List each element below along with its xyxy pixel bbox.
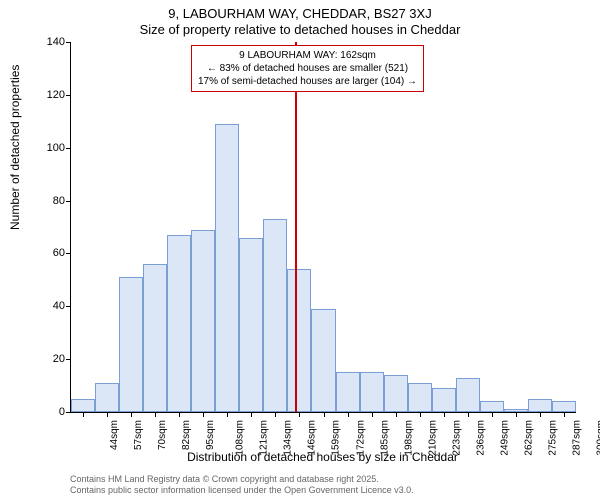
xtick-label: 82sqm xyxy=(181,420,192,450)
histogram-bar xyxy=(167,235,191,412)
histogram-bar xyxy=(263,219,287,412)
histogram-bar xyxy=(456,378,480,412)
histogram-bar xyxy=(311,309,335,412)
ytick-label: 40 xyxy=(35,300,65,312)
annotation-box: 9 LABOURHAM WAY: 162sqm← 83% of detached… xyxy=(191,45,424,92)
chart-container: 9, LABOURHAM WAY, CHEDDAR, BS27 3XJ Size… xyxy=(0,0,600,500)
ytick-label: 80 xyxy=(35,195,65,207)
histogram-bar xyxy=(336,372,360,412)
xtick-mark xyxy=(227,412,228,417)
plot-area: 9 LABOURHAM WAY: 162sqm← 83% of detached… xyxy=(70,42,576,413)
histogram-bar xyxy=(384,375,408,412)
xtick-label: 210sqm xyxy=(427,420,438,456)
xtick-label: 275sqm xyxy=(547,420,558,456)
xtick-mark xyxy=(564,412,565,417)
histogram-bar xyxy=(528,399,552,412)
y-axis-label: Number of detached properties xyxy=(8,65,22,230)
chart-title-line2: Size of property relative to detached ho… xyxy=(0,22,600,37)
xtick-label: 185sqm xyxy=(379,420,390,456)
ytick-mark xyxy=(66,253,71,254)
xtick-mark xyxy=(83,412,84,417)
xtick-mark xyxy=(251,412,252,417)
xtick-mark xyxy=(348,412,349,417)
ytick-label: 60 xyxy=(35,247,65,259)
ytick-label: 20 xyxy=(35,353,65,365)
xtick-label: 198sqm xyxy=(403,420,414,456)
annotation-line: 9 LABOURHAM WAY: 162sqm xyxy=(198,49,417,62)
xtick-mark xyxy=(107,412,108,417)
ytick-label: 140 xyxy=(35,36,65,48)
xtick-label: 70sqm xyxy=(157,420,168,450)
property-marker-line xyxy=(295,42,297,412)
xtick-label: 249sqm xyxy=(499,420,510,456)
histogram-bar xyxy=(480,401,504,412)
xtick-mark xyxy=(540,412,541,417)
xtick-mark xyxy=(468,412,469,417)
xtick-mark xyxy=(131,412,132,417)
footer-attribution: Contains HM Land Registry data © Crown c… xyxy=(70,474,414,496)
histogram-bar xyxy=(408,383,432,412)
histogram-bar xyxy=(143,264,167,412)
xtick-label: 300sqm xyxy=(596,420,600,456)
ytick-mark xyxy=(66,306,71,307)
xtick-label: 159sqm xyxy=(331,420,342,456)
chart-title-line1: 9, LABOURHAM WAY, CHEDDAR, BS27 3XJ xyxy=(0,6,600,21)
ytick-label: 0 xyxy=(35,406,65,418)
ytick-mark xyxy=(66,42,71,43)
xtick-mark xyxy=(179,412,180,417)
ytick-mark xyxy=(66,359,71,360)
xtick-mark xyxy=(324,412,325,417)
xtick-mark xyxy=(155,412,156,417)
xtick-label: 121sqm xyxy=(259,420,270,456)
xtick-mark xyxy=(372,412,373,417)
xtick-mark xyxy=(492,412,493,417)
ytick-label: 120 xyxy=(35,89,65,101)
histogram-bar xyxy=(239,238,263,412)
ytick-mark xyxy=(66,412,71,413)
xtick-mark xyxy=(275,412,276,417)
xtick-label: 108sqm xyxy=(235,420,246,456)
ytick-label: 100 xyxy=(35,142,65,154)
histogram-bar xyxy=(552,401,576,412)
xtick-label: 95sqm xyxy=(205,420,216,450)
xtick-label: 134sqm xyxy=(283,420,294,456)
xtick-label: 44sqm xyxy=(109,420,120,450)
xtick-label: 146sqm xyxy=(307,420,318,456)
xtick-mark xyxy=(420,412,421,417)
xtick-label: 223sqm xyxy=(451,420,462,456)
ytick-mark xyxy=(66,148,71,149)
histogram-bar xyxy=(215,124,239,412)
histogram-bar xyxy=(95,383,119,412)
histogram-bar xyxy=(191,230,215,412)
xtick-label: 172sqm xyxy=(355,420,366,456)
histogram-bar xyxy=(119,277,143,412)
ytick-mark xyxy=(66,95,71,96)
ytick-mark xyxy=(66,201,71,202)
annotation-line: 17% of semi-detached houses are larger (… xyxy=(198,75,417,88)
histogram-bar xyxy=(360,372,384,412)
xtick-label: 287sqm xyxy=(572,420,583,456)
xtick-mark xyxy=(396,412,397,417)
xtick-label: 262sqm xyxy=(523,420,534,456)
xtick-mark xyxy=(516,412,517,417)
histogram-bar xyxy=(287,269,311,412)
histogram-bar xyxy=(432,388,456,412)
xtick-mark xyxy=(203,412,204,417)
xtick-mark xyxy=(444,412,445,417)
histogram-bar xyxy=(71,399,95,412)
xtick-label: 57sqm xyxy=(133,420,144,450)
footer-line2: Contains public sector information licen… xyxy=(70,485,414,496)
xtick-label: 236sqm xyxy=(475,420,486,456)
footer-line1: Contains HM Land Registry data © Crown c… xyxy=(70,474,414,485)
xtick-mark xyxy=(299,412,300,417)
annotation-line: ← 83% of detached houses are smaller (52… xyxy=(198,62,417,75)
